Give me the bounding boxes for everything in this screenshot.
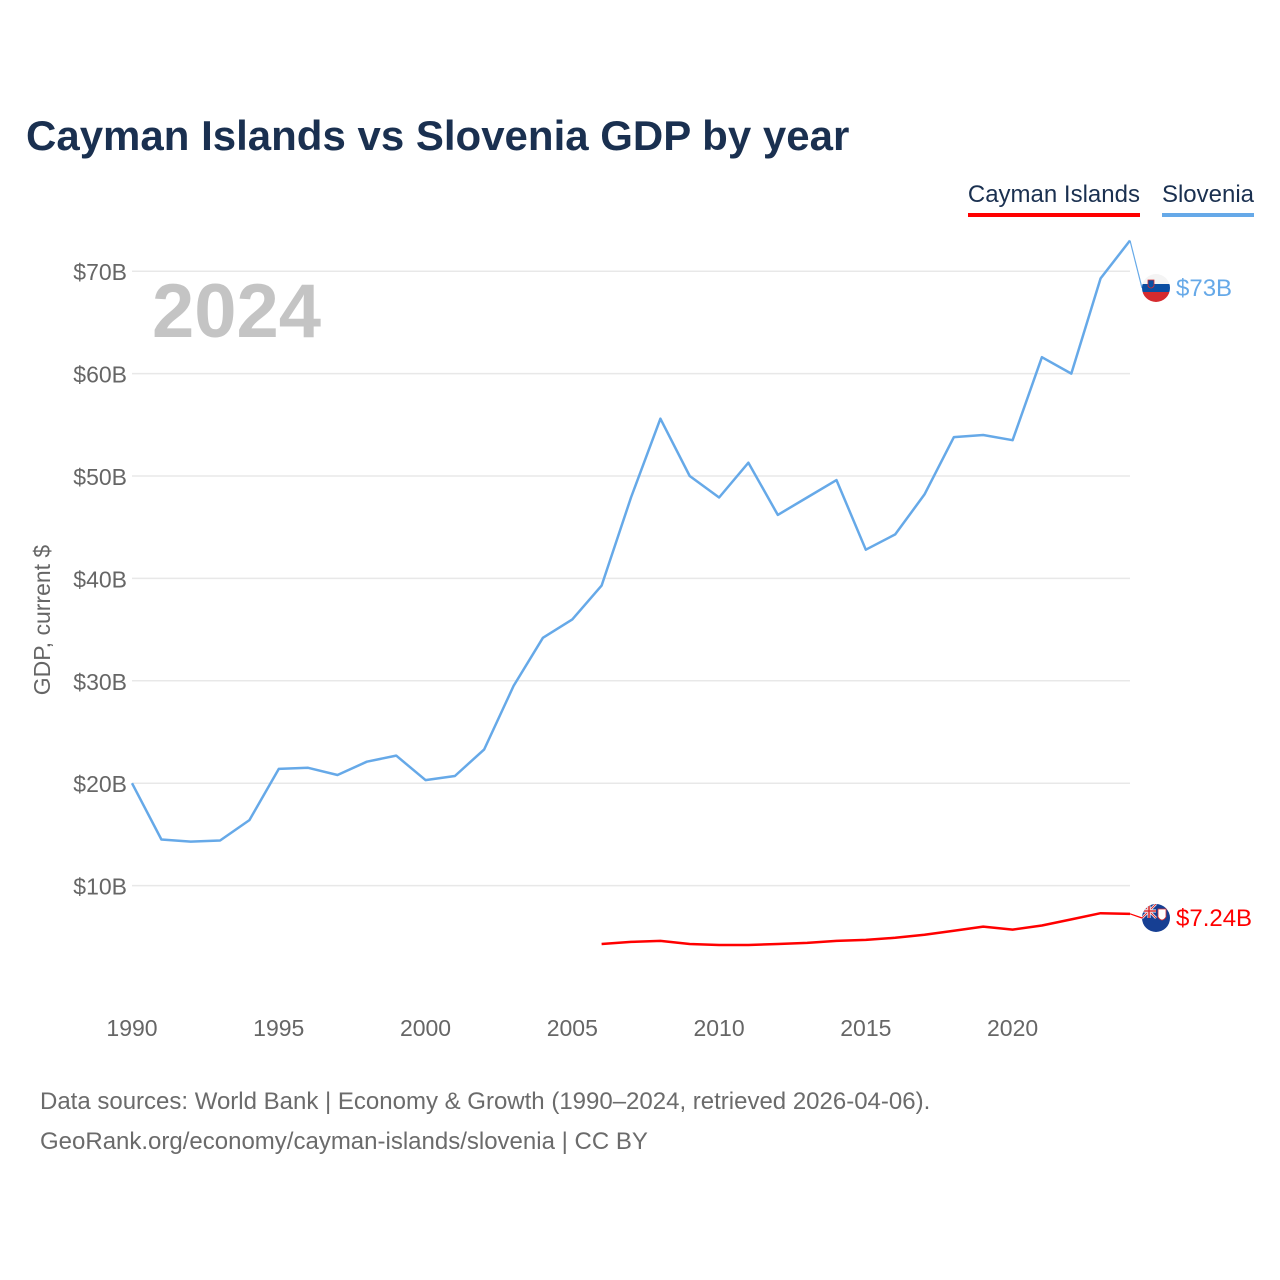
year-label: 2024 bbox=[152, 269, 322, 354]
y-tick-label: $30B bbox=[73, 669, 127, 695]
data-point-slovenia bbox=[218, 839, 222, 843]
x-tick-label: 2005 bbox=[547, 1015, 598, 1041]
data-point-slovenia bbox=[981, 433, 985, 437]
footer-source: Data sources: World Bank | Economy & Gro… bbox=[40, 1088, 931, 1115]
y-tick-label: $40B bbox=[73, 566, 127, 592]
end-value-label: $73B bbox=[1176, 275, 1232, 302]
end-label-connector bbox=[1129, 913, 1143, 919]
data-point-slovenia bbox=[864, 548, 868, 552]
data-point-slovenia bbox=[746, 461, 750, 465]
data-point-slovenia bbox=[923, 492, 927, 496]
footer: Data sources: World Bank | Economy & Gro… bbox=[40, 1082, 930, 1162]
data-point-cayman-islands bbox=[864, 938, 868, 942]
data-point-slovenia bbox=[453, 774, 457, 778]
series-line-slovenia bbox=[130, 239, 1131, 843]
data-point-cayman-islands bbox=[658, 939, 662, 943]
data-point-cayman-islands bbox=[776, 942, 780, 946]
end-label-connector bbox=[1129, 240, 1143, 289]
data-point-cayman-islands bbox=[1011, 928, 1015, 932]
y-tick-label: $10B bbox=[73, 874, 127, 900]
data-point-slovenia bbox=[805, 496, 809, 500]
data-point-slovenia bbox=[277, 767, 281, 771]
data-point-slovenia bbox=[130, 781, 134, 785]
data-point-slovenia bbox=[482, 747, 486, 751]
data-point-cayman-islands bbox=[600, 942, 604, 946]
data-point-cayman-islands bbox=[1069, 917, 1073, 921]
data-point-cayman-islands bbox=[1099, 911, 1103, 915]
x-tick-label: 1990 bbox=[106, 1015, 157, 1041]
x-tick-label: 2020 bbox=[987, 1015, 1038, 1041]
data-point-slovenia bbox=[306, 766, 310, 770]
data-point-slovenia bbox=[159, 838, 163, 842]
data-point-cayman-islands bbox=[629, 940, 633, 944]
data-point-cayman-islands bbox=[746, 943, 750, 947]
data-point-slovenia bbox=[394, 754, 398, 758]
data-point-slovenia bbox=[952, 435, 956, 439]
legend: Cayman Islands Slovenia bbox=[967, 180, 1254, 217]
data-point-slovenia bbox=[570, 617, 574, 621]
data-point-slovenia bbox=[1011, 438, 1015, 442]
x-tick-label: 2000 bbox=[400, 1015, 451, 1041]
data-point-slovenia bbox=[893, 532, 897, 536]
cayman-islands-flag-icon bbox=[1142, 904, 1170, 932]
x-tick-label: 2015 bbox=[840, 1015, 891, 1041]
data-point-cayman-islands bbox=[688, 942, 692, 946]
data-point-slovenia bbox=[424, 778, 428, 782]
x-tick-label: 1995 bbox=[253, 1015, 304, 1041]
data-point-slovenia bbox=[247, 818, 251, 822]
data-point-cayman-islands bbox=[805, 941, 809, 945]
legend-item-cayman-islands[interactable]: Cayman Islands bbox=[967, 180, 1140, 217]
data-point-slovenia bbox=[688, 474, 692, 478]
data-point-slovenia bbox=[717, 496, 721, 500]
data-point-slovenia bbox=[834, 478, 838, 482]
data-point-slovenia bbox=[1069, 372, 1073, 376]
y-tick-label: $20B bbox=[73, 771, 127, 797]
data-point-slovenia bbox=[658, 417, 662, 421]
legend-item-slovenia[interactable]: Slovenia bbox=[1161, 180, 1254, 217]
data-point-cayman-islands bbox=[717, 943, 721, 947]
data-point-slovenia bbox=[335, 773, 339, 777]
data-point-cayman-islands bbox=[893, 936, 897, 940]
data-point-slovenia bbox=[1099, 276, 1103, 280]
y-tick-label: $50B bbox=[73, 464, 127, 490]
data-point-slovenia bbox=[600, 584, 604, 588]
data-point-cayman-islands bbox=[1040, 924, 1044, 928]
data-point-slovenia bbox=[541, 636, 545, 640]
y-tick-label: $60B bbox=[73, 362, 127, 388]
chart-title: Cayman Islands vs Slovenia GDP by year bbox=[26, 112, 850, 159]
slovenia-flag-icon bbox=[1142, 274, 1170, 302]
data-point-slovenia bbox=[629, 496, 633, 500]
end-value-label: $7.24B bbox=[1176, 905, 1252, 932]
data-point-slovenia bbox=[776, 513, 780, 517]
data-point-slovenia bbox=[1040, 355, 1044, 359]
series-line-cayman-islands bbox=[601, 911, 1131, 947]
y-axis-label: GDP, current $ bbox=[29, 545, 55, 696]
data-point-slovenia bbox=[512, 684, 516, 688]
y-tick-label: $70B bbox=[73, 259, 127, 285]
data-point-cayman-islands bbox=[981, 925, 985, 929]
data-point-cayman-islands bbox=[952, 929, 956, 933]
footer-link[interactable]: GeoRank.org/economy/cayman-islands/slove… bbox=[40, 1128, 648, 1155]
data-point-slovenia bbox=[365, 760, 369, 764]
x-tick-label: 2010 bbox=[693, 1015, 744, 1041]
data-point-cayman-islands bbox=[923, 933, 927, 937]
data-point-slovenia bbox=[189, 840, 193, 844]
data-point-cayman-islands bbox=[834, 939, 838, 943]
